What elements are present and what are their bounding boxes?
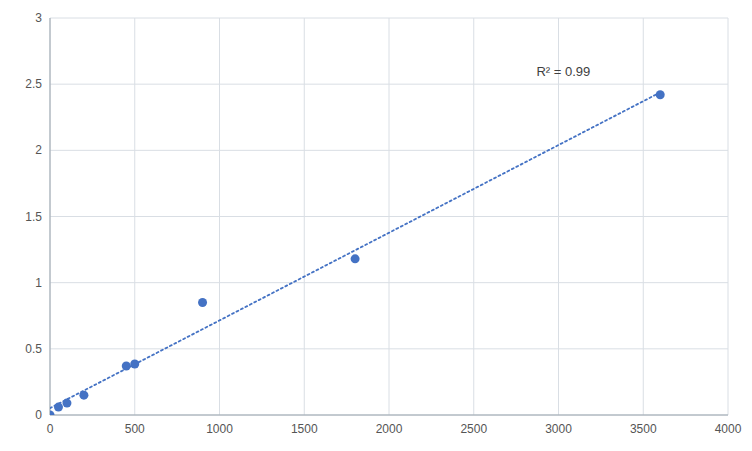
x-tick-label: 4000 xyxy=(715,422,742,436)
x-tick-label: 1000 xyxy=(206,422,233,436)
plot-marks xyxy=(50,90,665,415)
scatter-point xyxy=(656,90,665,99)
scatter-point xyxy=(79,391,88,400)
y-grid-line xyxy=(50,415,728,416)
y-tick-label: 2 xyxy=(35,143,42,157)
y-tick-label: 3 xyxy=(35,11,42,25)
y-tick-label: 0 xyxy=(35,408,42,422)
x-tick-label: 3000 xyxy=(545,422,572,436)
x-tick-label: 2500 xyxy=(460,422,487,436)
y-grid-line xyxy=(50,216,728,217)
y-tick-label: 0.5 xyxy=(25,342,42,356)
scatter-point xyxy=(50,411,55,416)
y-grid-line xyxy=(50,150,728,151)
y-tick-label: 2.5 xyxy=(25,77,42,91)
y-tick-label: 1 xyxy=(35,276,42,290)
scatter-point xyxy=(122,362,131,371)
y-grid-line xyxy=(50,282,728,283)
scatter-point xyxy=(62,399,71,408)
y-grid-line xyxy=(50,18,728,19)
x-axis-line xyxy=(50,415,728,416)
x-tick-label: 2000 xyxy=(376,422,403,436)
annotation: R² = 0.99 xyxy=(536,64,590,79)
scatter-point xyxy=(54,403,63,412)
chart-container: 0 500 1000 1500 2000 2500 3000 3500 4000 0 0.5 1 1.5… xyxy=(0,0,752,451)
x-tick-label: 0 xyxy=(47,422,54,436)
scatter-point xyxy=(198,298,207,307)
scatter-point xyxy=(351,254,360,263)
y-grid-line xyxy=(50,348,728,349)
x-tick-label: 500 xyxy=(125,422,145,436)
y-tick-label: 1.5 xyxy=(25,210,42,224)
y-grid-line xyxy=(50,84,728,85)
y-axis-line xyxy=(50,18,51,415)
scatter-point xyxy=(130,360,139,369)
x-tick-label: 3500 xyxy=(630,422,657,436)
trend-line xyxy=(50,92,660,408)
x-tick-label: 1500 xyxy=(291,422,318,436)
chart-svg: 0 500 1000 1500 2000 2500 3000 3500 4000 0 0.5 1 1.5… xyxy=(0,0,752,451)
x-grid-line xyxy=(50,18,51,415)
axes: 0 500 1000 1500 2000 2500 3000 3500 4000 0 0.5 1 1.5… xyxy=(25,11,741,436)
